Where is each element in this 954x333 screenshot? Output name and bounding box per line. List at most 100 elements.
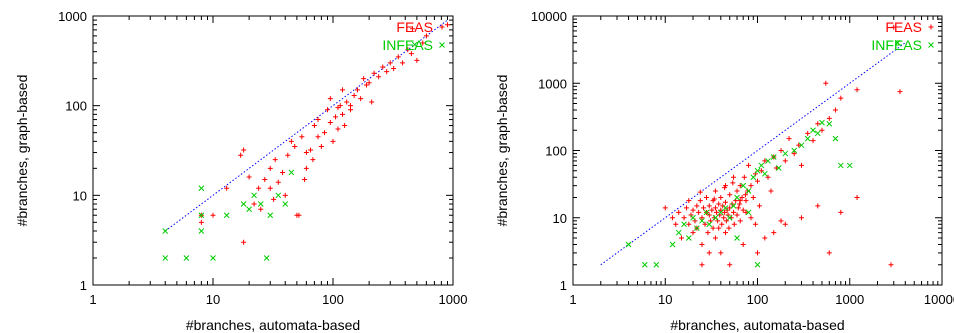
chart2-feas-point: [786, 136, 792, 142]
chart1-infeas-point: [210, 255, 216, 261]
chart2-feas-point: [706, 203, 712, 209]
chart2-feas-point: [891, 24, 897, 30]
chart1-feas-point: [335, 105, 341, 111]
chart2-infeas-point: [734, 194, 740, 201]
chart2-feas-point: [805, 130, 811, 136]
chart2-feas-point: [746, 162, 752, 168]
chart2-infeas-point: [734, 235, 740, 241]
chart2-infeas-point: [819, 119, 825, 126]
chart2-feas-point: [740, 242, 746, 248]
chart2-infeas-point: [798, 142, 805, 149]
chart2-feas-point: [720, 203, 726, 209]
chart2-infeas-point: [703, 209, 710, 216]
chart2-infeas-point: [653, 261, 660, 268]
chart2-feas-point: [711, 196, 717, 202]
chart2-infeas-point: [693, 225, 700, 232]
chart2-y-tick-label: 1: [560, 278, 567, 293]
chart1-x-tick-label: 1: [89, 292, 96, 307]
chart2-x-tick-label: 1000: [835, 292, 864, 307]
chart1-feas-point: [333, 114, 339, 120]
chart2-feas-point: [706, 212, 712, 218]
chart2-feas-point: [826, 115, 832, 121]
chart1-feas-point: [303, 150, 309, 156]
chart1-y-tick-label: 100: [65, 99, 87, 114]
chart2-feas-point: [815, 203, 821, 209]
chart1-feas-point: [318, 144, 324, 150]
chart2-feas-point: [737, 218, 743, 224]
chart2-infeas-point: [770, 154, 777, 160]
chart2-infeas-point: [761, 170, 768, 177]
chart2-feas-point: [706, 250, 712, 256]
chart2-feas-point: [791, 151, 797, 157]
chart2-infeas-point: [765, 158, 771, 164]
chart2-feas-point: [739, 195, 745, 201]
chart2-feas-point: [737, 201, 743, 207]
chart2-feas-point: [722, 209, 728, 215]
chart2-y-tick-label: 100: [545, 144, 567, 159]
chart2-infeas-point: [832, 135, 839, 142]
chart1-feas-point: [198, 219, 204, 225]
chart1-legend-marker-infeas: [439, 42, 445, 48]
chart1-feas-point: [354, 87, 360, 93]
chart1-feas-point: [400, 60, 406, 66]
chart1-feas-point: [272, 157, 278, 163]
chart2-feas-point: [730, 180, 736, 186]
chart2-feas-point: [748, 215, 754, 221]
chart2-feas-point: [758, 168, 764, 174]
chart2-feas-point: [782, 158, 788, 164]
chart1-feas-point: [238, 152, 244, 158]
chart1-feas-point: [315, 134, 321, 140]
chart2-feas-point: [773, 165, 779, 171]
chart1-feas-point: [302, 177, 308, 183]
chart2-feas-point: [704, 195, 709, 201]
chart2-x-tick-label: 10000: [924, 292, 954, 307]
chart2-feas-point: [755, 178, 760, 184]
chart1-feas-point: [363, 82, 369, 88]
chart2-feas-point: [716, 225, 722, 231]
chart2-legend-feas: FEAS: [885, 19, 922, 35]
chart1-feas-point: [366, 80, 372, 86]
chart1-feas-point: [310, 157, 316, 163]
chart2-feas-point: [673, 221, 679, 227]
chart1-y-tick-label: 10: [73, 188, 87, 203]
chart2-feas-point: [726, 225, 732, 231]
chart2-feas-point: [718, 250, 724, 256]
chart1-feas-point: [395, 54, 401, 60]
chart1-feas-point: [369, 99, 375, 105]
chart1-legend-infeas: INFEAS: [382, 37, 433, 53]
chart2-feas-point: [727, 262, 733, 268]
chart1-diagonal-line: [164, 19, 448, 232]
chart2-infeas-point: [726, 214, 733, 221]
chart1-feas-point: [420, 40, 426, 46]
chart2-feas-point: [670, 215, 676, 221]
chart1-feas-point: [348, 103, 354, 109]
chart2-feas-point: [723, 218, 729, 224]
chart2-feas-point: [737, 198, 743, 204]
chart1-feas-point: [327, 119, 333, 125]
chart2-y-tick-label: 10: [553, 211, 567, 226]
chart1-feas-point: [262, 177, 268, 183]
chart2-feas-point: [799, 162, 805, 168]
chart2-infeas-point: [745, 209, 752, 216]
chart1-feas-point: [361, 76, 367, 82]
chart2-infeas-point: [814, 130, 821, 137]
chart2-feas-point: [826, 250, 832, 256]
chart1-feas-point: [246, 174, 252, 180]
chart2-infeas-point: [669, 241, 676, 248]
chart1-feas-point: [340, 111, 346, 117]
chart2-feas-point: [719, 221, 725, 227]
chart1-infeas-point: [267, 212, 274, 219]
chart1-infeas-point: [288, 169, 295, 176]
chart2-feas-point: [819, 127, 825, 133]
chart2-feas-point: [699, 215, 705, 221]
chart2-feas-point: [731, 221, 737, 227]
chart1-feas-point: [292, 144, 298, 150]
chart2-feas-point: [799, 215, 805, 221]
chart2-feas-point: [796, 142, 802, 148]
chart1-feas-point: [387, 60, 393, 66]
chart1-infeas-point: [223, 212, 230, 219]
chart2-feas-point: [742, 192, 748, 198]
chart2-feas-point: [686, 198, 692, 204]
chart1-legend-marker-feas: [439, 24, 445, 30]
chart2-feas-point: [714, 209, 720, 215]
